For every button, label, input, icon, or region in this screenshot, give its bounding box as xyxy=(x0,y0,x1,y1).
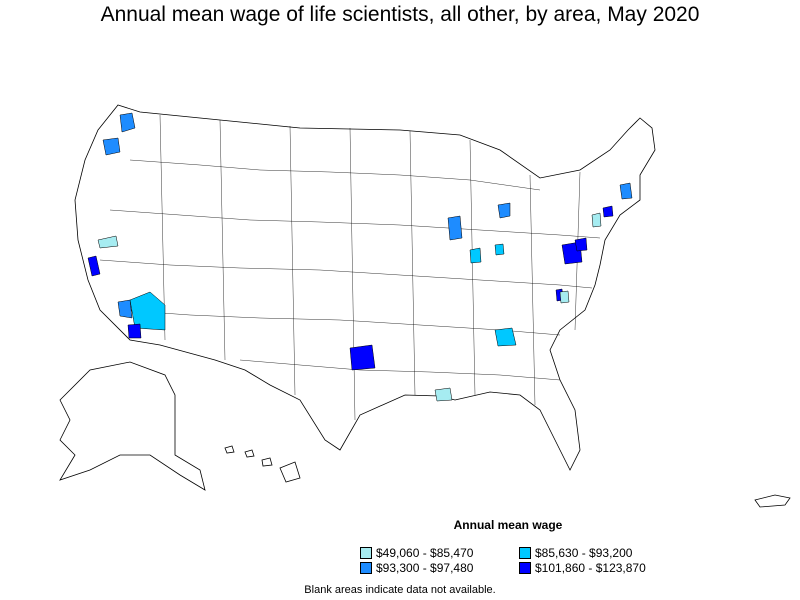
area-san-diego xyxy=(127,323,142,339)
map-title: Annual mean wage of life scientists, all… xyxy=(100,3,700,26)
legend-swatch-2 xyxy=(519,547,531,559)
area-sacramento xyxy=(97,235,119,249)
legend-swatch-3 xyxy=(360,562,372,574)
area-philadelphia xyxy=(591,212,602,228)
legend-label-2: $85,630 - $93,200 xyxy=(535,546,633,560)
contiguous-us-outline xyxy=(74,104,656,471)
legend-label-1: $49,060 - $85,470 xyxy=(376,546,474,560)
puerto-rico-outline xyxy=(754,494,791,508)
legend-title: Annual mean wage xyxy=(453,518,563,532)
area-new-york xyxy=(602,205,614,218)
legend-label-4: $101,860 - $123,870 xyxy=(535,561,646,575)
area-raleigh xyxy=(559,290,570,304)
legend-swatch-4 xyxy=(519,562,531,574)
area-detroit xyxy=(497,202,511,219)
area-boundaries xyxy=(99,114,601,421)
legend-item-2: $85,630 - $93,200 xyxy=(519,546,632,560)
area-oklahoma-city xyxy=(349,344,376,371)
area-atlanta xyxy=(494,327,517,347)
footnote: Blank areas indicate data not available. xyxy=(304,584,496,596)
legend-item-4: $101,860 - $123,870 xyxy=(519,561,646,575)
legend-swatch-1 xyxy=(360,547,372,559)
area-new-orleans xyxy=(434,387,453,402)
legend-item-1: $49,060 - $85,470 xyxy=(360,546,473,560)
area-los-angeles xyxy=(117,299,133,319)
area-columbus xyxy=(494,243,505,256)
area-baltimore xyxy=(574,237,588,252)
area-portland xyxy=(102,137,121,156)
area-seattle xyxy=(119,112,136,133)
legend-label-3: $93,300 - $97,480 xyxy=(376,561,474,575)
legend-item-3: $93,300 - $97,480 xyxy=(360,561,473,575)
area-riverside xyxy=(129,291,166,331)
area-boston xyxy=(619,182,633,200)
alaska-outline xyxy=(59,361,206,491)
hawaii-outline xyxy=(224,445,301,483)
area-chicago xyxy=(447,215,463,241)
area-san-francisco xyxy=(87,255,101,277)
area-indianapolis xyxy=(469,247,482,264)
